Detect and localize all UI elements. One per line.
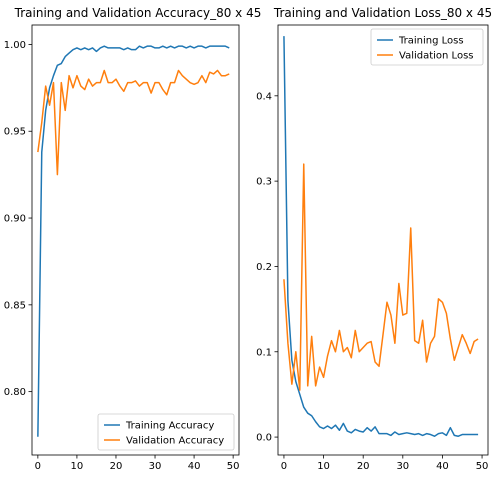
loss-series-line-training xyxy=(283,36,479,437)
accuracy-y-tick-label: 0.90 xyxy=(4,214,26,225)
accuracy-y-tick-label: 1.00 xyxy=(4,40,26,51)
loss-x-tick-label: 40 xyxy=(436,461,449,472)
loss-x-tick-label: 50 xyxy=(476,461,489,472)
accuracy-y-tick-label: 0.95 xyxy=(4,127,26,138)
accuracy-y-tick-label: 0.85 xyxy=(4,300,26,311)
accuracy-legend-box xyxy=(97,413,235,451)
accuracy-x-tick-label: 0 xyxy=(35,461,41,472)
loss-legend: Training Loss Validation Loss xyxy=(370,28,484,66)
loss-x-tick-label: 0 xyxy=(281,461,287,472)
loss-y-tick-label: 0.0 xyxy=(256,433,272,444)
accuracy-legend-label: Training Accuracy xyxy=(125,421,214,432)
accuracy-legend: Training Accuracy Validation Accuracy xyxy=(97,413,235,451)
accuracy-chart: Training and Validation Accuracy_80 x 45… xyxy=(4,6,262,472)
accuracy-x-tick-label: 30 xyxy=(149,461,162,472)
loss-y-tick-label: 0.2 xyxy=(256,262,272,273)
loss-x-tick-label: 30 xyxy=(396,461,409,472)
loss-x-tick-label: 10 xyxy=(317,461,330,472)
accuracy-x-tick-label: 50 xyxy=(227,461,240,472)
accuracy-series-line-validation xyxy=(37,69,230,176)
accuracy-x-tick-label: 20 xyxy=(110,461,123,472)
loss-legend-label: Training Loss xyxy=(398,36,464,47)
accuracy-x-tick-label: 10 xyxy=(71,461,84,472)
accuracy-series-line-training xyxy=(37,45,230,437)
loss-chart: Training and Validation Loss_80 x 45 0 10… xyxy=(256,6,492,472)
accuracy-y-tick-label: 0.80 xyxy=(4,387,26,398)
loss-legend-label: Validation Loss xyxy=(399,51,474,62)
loss-axes-frame xyxy=(277,24,489,456)
loss-series-line-validation xyxy=(283,163,479,391)
accuracy-chart-title: Training and Validation Accuracy_80 x 45 xyxy=(14,6,262,20)
accuracy-x-tick-label: 40 xyxy=(188,461,201,472)
loss-chart-title: Training and Validation Loss_80 x 45 xyxy=(273,6,492,20)
accuracy-axes-frame xyxy=(31,24,240,456)
loss-y-tick-label: 0.1 xyxy=(256,347,272,358)
loss-y-tick-label: 0.3 xyxy=(256,177,272,188)
loss-legend-box xyxy=(370,28,484,66)
loss-x-tick-label: 20 xyxy=(357,461,370,472)
loss-y-tick-label: 0.4 xyxy=(256,91,272,102)
accuracy-legend-label: Validation Accuracy xyxy=(126,436,224,447)
